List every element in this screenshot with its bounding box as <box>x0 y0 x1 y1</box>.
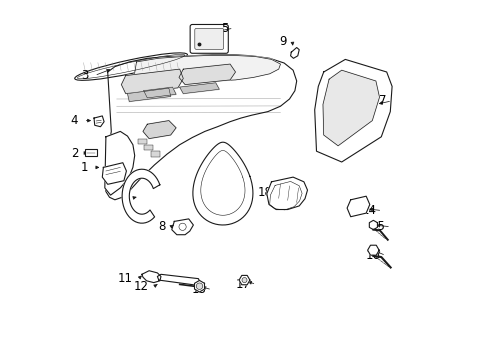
Text: 6: 6 <box>120 192 127 204</box>
Text: 5: 5 <box>221 22 228 35</box>
Text: 7: 7 <box>378 94 386 107</box>
Text: 10: 10 <box>206 177 221 190</box>
Bar <box>143 145 152 150</box>
Polygon shape <box>290 48 299 58</box>
Bar <box>151 151 160 157</box>
Polygon shape <box>143 87 176 98</box>
Text: 16: 16 <box>365 249 380 262</box>
Circle shape <box>242 278 246 283</box>
Circle shape <box>196 283 203 289</box>
Polygon shape <box>346 196 369 217</box>
Polygon shape <box>127 88 170 102</box>
Polygon shape <box>102 163 126 184</box>
Bar <box>85 149 97 156</box>
Text: 9: 9 <box>279 35 286 48</box>
Bar <box>138 139 147 144</box>
Polygon shape <box>367 245 378 255</box>
Text: 11: 11 <box>118 273 133 285</box>
Polygon shape <box>121 69 183 94</box>
Polygon shape <box>179 83 219 94</box>
Text: 3: 3 <box>81 69 89 82</box>
Polygon shape <box>104 131 134 195</box>
FancyBboxPatch shape <box>190 24 228 53</box>
Text: 14: 14 <box>361 204 376 217</box>
Polygon shape <box>314 59 391 162</box>
Text: 18: 18 <box>257 186 272 199</box>
Polygon shape <box>194 280 204 292</box>
Circle shape <box>179 223 186 230</box>
Polygon shape <box>157 274 200 285</box>
Polygon shape <box>94 116 104 127</box>
Text: 8: 8 <box>158 220 165 233</box>
Ellipse shape <box>75 53 187 80</box>
Polygon shape <box>142 271 161 283</box>
Polygon shape <box>171 219 193 235</box>
Polygon shape <box>142 121 176 139</box>
Text: 12: 12 <box>134 280 149 293</box>
Text: 2: 2 <box>71 147 78 159</box>
Text: 17: 17 <box>236 278 250 291</box>
Polygon shape <box>322 70 379 146</box>
FancyBboxPatch shape <box>194 28 223 49</box>
Polygon shape <box>179 64 235 85</box>
Polygon shape <box>239 275 249 285</box>
Polygon shape <box>266 177 307 210</box>
Text: 1: 1 <box>80 161 88 174</box>
Polygon shape <box>368 220 377 230</box>
Text: 15: 15 <box>370 220 385 233</box>
Polygon shape <box>192 142 252 225</box>
Polygon shape <box>104 55 296 200</box>
Polygon shape <box>133 55 280 84</box>
Text: 13: 13 <box>191 283 206 296</box>
Polygon shape <box>122 169 160 223</box>
Text: 4: 4 <box>71 114 78 127</box>
